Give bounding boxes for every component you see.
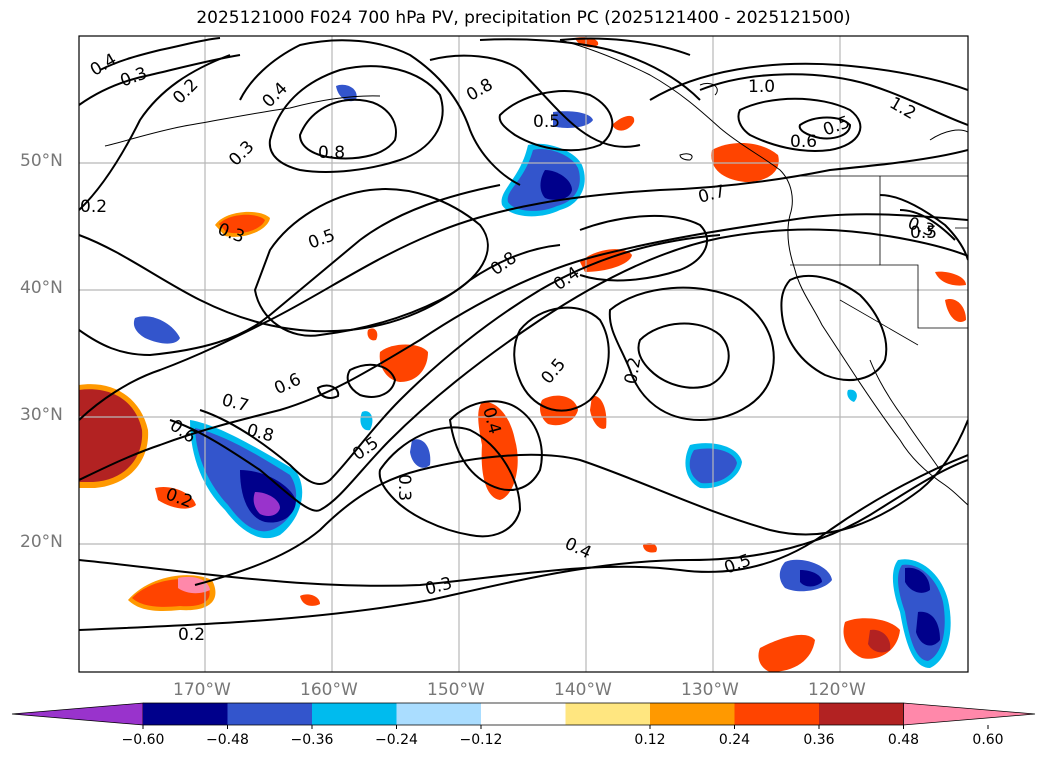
colorbar-segment (396, 703, 482, 725)
lon-label: 140°W (554, 680, 612, 700)
gridlines (79, 36, 968, 672)
colorbar-segment (143, 703, 228, 725)
lat-label: 50°N (20, 151, 63, 171)
colorbar-tick-label: −0.48 (206, 732, 249, 748)
colorbar-tick-label: −0.12 (459, 732, 503, 748)
colorbar-segment (819, 703, 904, 725)
contour-label: 0.6 (790, 132, 817, 152)
map-frame (78, 35, 969, 673)
lon-label: 160°W (300, 680, 358, 700)
contour-label: 0.2 (80, 197, 107, 217)
colorbar (11, 702, 1036, 729)
colorbar-segment (734, 703, 820, 725)
colorbar-extend-min (11, 702, 144, 726)
lat-label: 20°N (20, 532, 63, 552)
lat-label: 40°N (20, 278, 63, 298)
colorbar-tick-label: 0.60 (972, 732, 1004, 748)
contour-label: 0.5 (910, 223, 937, 243)
contour-label: 1.0 (748, 77, 775, 97)
lon-label: 170°W (173, 680, 231, 700)
colorbar-outline (143, 702, 904, 726)
lat-label: 30°N (20, 405, 63, 425)
contour-label: 0.5 (533, 112, 560, 132)
colorbar-tick-label: −0.60 (121, 732, 165, 748)
colorbar-tick-label: 0.12 (634, 732, 666, 748)
colorbar-segment (481, 703, 566, 725)
lon-label: 150°W (427, 680, 485, 700)
colorbar-tick-label: 0.36 (803, 732, 835, 748)
contour-label: 0.2 (178, 625, 205, 645)
contour-label: 0.2 (621, 356, 645, 386)
lon-label: 130°W (681, 680, 739, 700)
precip-fields (79, 37, 966, 672)
colorbar-tick-label: 0.24 (718, 732, 751, 748)
colorbar-tick-label: −0.36 (290, 732, 334, 748)
contour-label: 0.8 (318, 143, 345, 163)
map-title: 2025121000 F024 700 hPa PV, precipitatio… (196, 8, 851, 28)
pv-contours (79, 37, 968, 631)
colorbar-segment (227, 703, 313, 725)
colorbar-tick-label: −0.24 (375, 732, 418, 748)
colorbar-tick-label: 0.48 (887, 732, 920, 748)
coastlines (104, 39, 968, 506)
colorbar-segment (565, 703, 651, 725)
colorbar-extend-max (903, 702, 1036, 726)
colorbar-segment (650, 703, 735, 725)
lon-label: 120°W (808, 680, 866, 700)
colorbar-segment (312, 703, 397, 725)
contour-label: 0.3 (394, 474, 414, 501)
